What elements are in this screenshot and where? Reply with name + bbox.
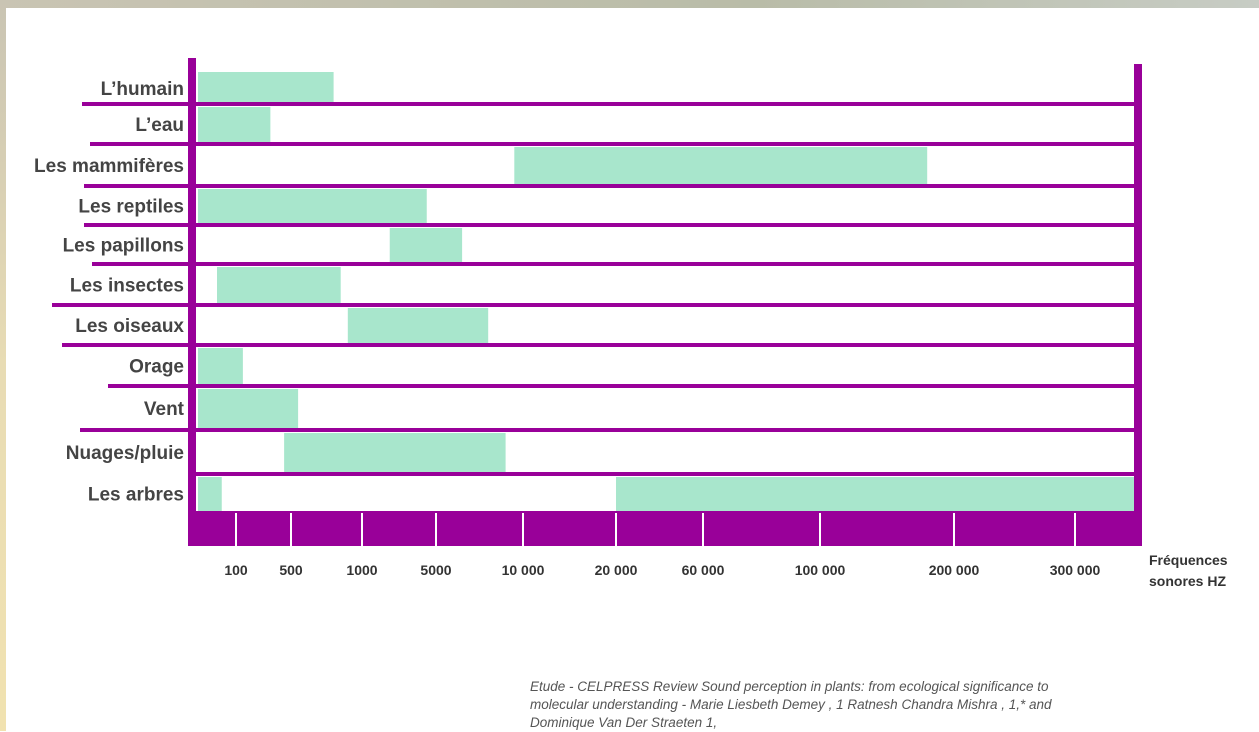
row-separator (194, 472, 1138, 476)
row-separator (84, 184, 1138, 188)
x-axis-title-line-2: sonores HZ (1149, 573, 1226, 589)
row-separator (80, 428, 1138, 432)
x-tick-label: 1000 (346, 562, 377, 578)
x-tick-label: 500 (279, 562, 303, 578)
range-bar-7-0 (198, 348, 243, 384)
row-label: Les reptiles (78, 197, 184, 218)
x-tick-label: 100 (224, 562, 248, 578)
row-label: Les mammifères (34, 156, 184, 177)
x-axis: 100 500 1000 5000 10 000 20 000 60 000 100 000 2… (224, 513, 1101, 578)
x-tick-label: 200 000 (929, 562, 980, 578)
row-labels: L’humain L’eau Les mammifères Les reptiles L… (34, 79, 185, 506)
x-tick (819, 513, 821, 546)
frame-top-edge (0, 0, 1259, 8)
row-separator (108, 384, 1138, 388)
x-tick (702, 513, 704, 546)
row-label: Les arbres (88, 485, 184, 506)
frame-left-edge (0, 0, 6, 731)
range-bar-10-0 (198, 477, 222, 511)
right-frame-bar (1134, 64, 1142, 517)
row-separator (90, 142, 1138, 146)
range-bar-9-0 (284, 433, 506, 472)
left-frame-bar (188, 58, 196, 546)
range-bar-2-0 (514, 147, 928, 184)
row-label: Les oiseaux (75, 316, 184, 337)
x-tick-label: 5000 (420, 562, 451, 578)
source-line-2: molecular understanding - Marie Liesbeth… (530, 697, 1052, 712)
row-label: Les papillons (63, 236, 184, 257)
row-separator (84, 223, 1138, 227)
x-tick (1074, 513, 1076, 546)
frequency-range-chart: L’humain L’eau Les mammifères Les reptiles L… (34, 58, 1228, 589)
row-label: Nuages/pluie (66, 443, 184, 464)
range-bar-4-0 (389, 228, 463, 262)
x-tick (361, 513, 363, 546)
range-bar-1-0 (198, 107, 271, 142)
x-tick (290, 513, 292, 546)
row-label: Vent (144, 399, 185, 420)
source-line-3: Dominique Van Der Straeten 1, (530, 715, 718, 730)
range-bars (198, 72, 1136, 511)
range-bar-6-0 (347, 308, 489, 343)
x-axis-band (188, 513, 1142, 546)
x-axis-title-line-1: Fréquences (1149, 552, 1228, 568)
x-tick (235, 513, 237, 546)
x-tick (953, 513, 955, 546)
range-bar-8-0 (198, 389, 299, 428)
range-bar-0-0 (198, 72, 334, 102)
range-bar-3-0 (198, 189, 427, 223)
row-label: Les insectes (70, 276, 184, 297)
row-label: Orage (129, 357, 184, 378)
x-tick-label: 20 000 (595, 562, 638, 578)
chart-frame (52, 58, 1142, 546)
row-separator (92, 262, 1138, 266)
row-separator (52, 303, 1138, 307)
x-tick-label: 60 000 (682, 562, 725, 578)
x-tick-label: 100 000 (795, 562, 846, 578)
x-tick (435, 513, 437, 546)
range-bar-5-0 (217, 267, 341, 303)
source-citation: Etude - CELPRESS Review Sound perception… (530, 678, 1230, 732)
row-label: L’eau (135, 115, 184, 136)
x-tick (522, 513, 524, 546)
x-tick (615, 513, 617, 546)
x-tick-label: 10 000 (502, 562, 545, 578)
source-line-1: Etude - CELPRESS Review Sound perception… (530, 679, 1049, 694)
row-separator (62, 343, 1138, 347)
row-separator (82, 102, 1138, 106)
x-tick-label: 300 000 (1050, 562, 1101, 578)
range-bar-10-1 (616, 477, 1136, 511)
row-label: L’humain (101, 79, 184, 100)
